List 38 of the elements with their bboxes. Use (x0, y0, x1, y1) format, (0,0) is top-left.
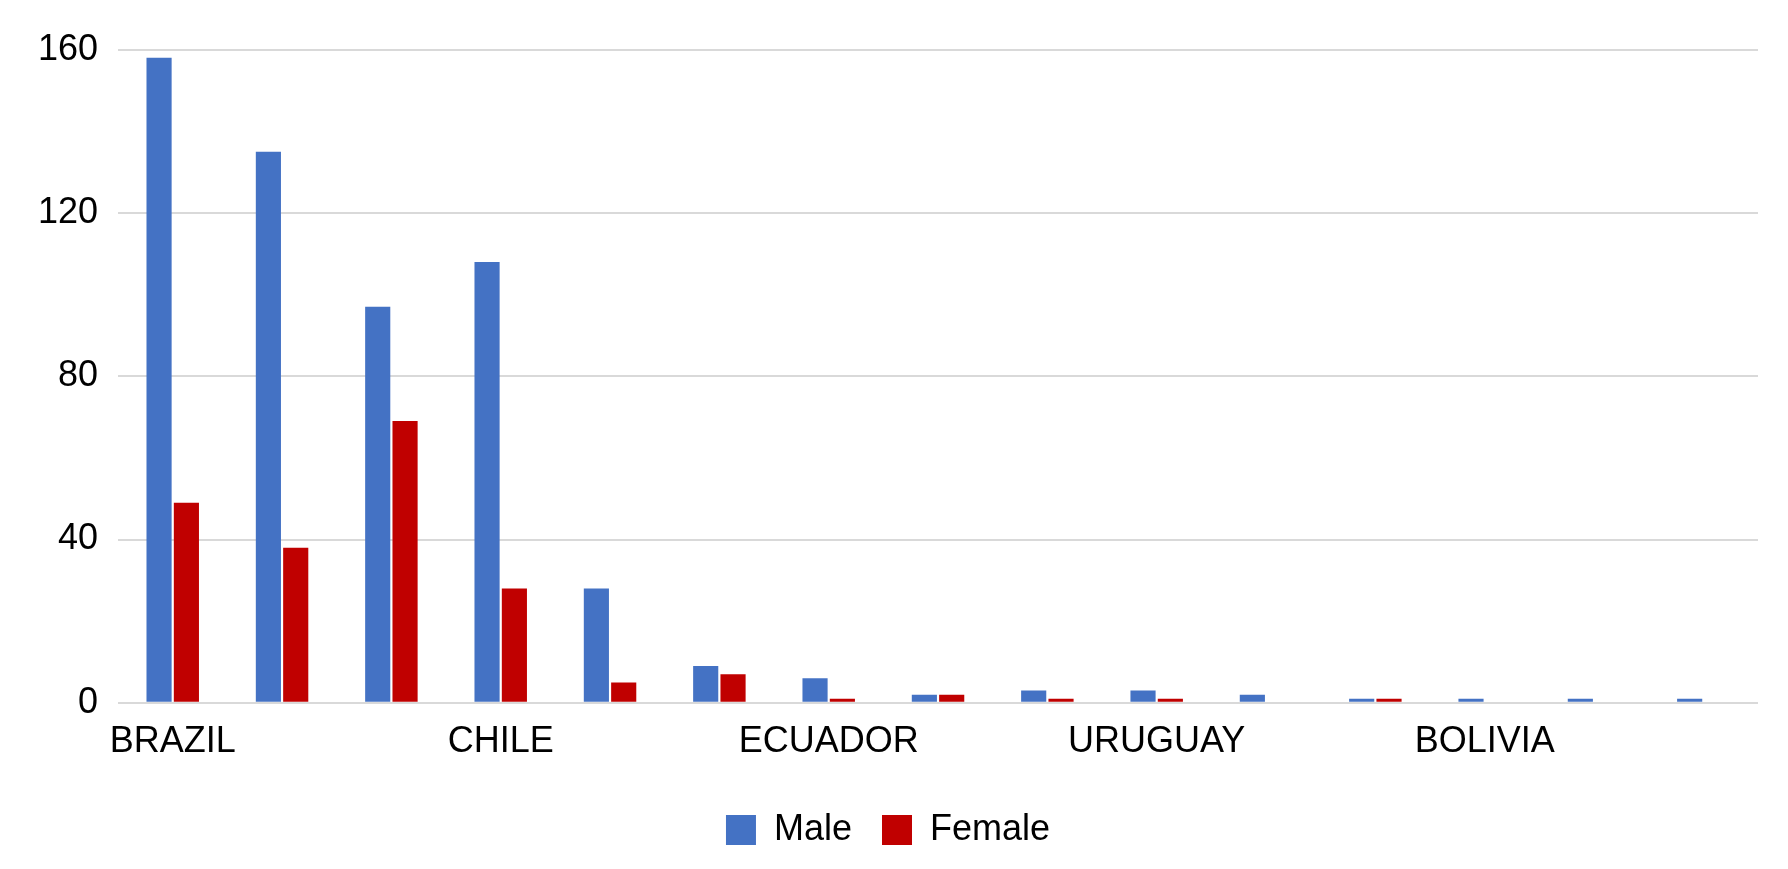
bar (720, 674, 746, 702)
bar (1021, 690, 1047, 702)
bar (693, 666, 719, 702)
bar (1677, 698, 1703, 702)
y-tick-label: 40 (58, 516, 99, 558)
bar (365, 306, 391, 702)
x-tick-label: ECUADOR (738, 719, 919, 761)
bar (474, 261, 500, 702)
bar (1458, 698, 1484, 702)
y-tick-label: 160 (37, 26, 99, 68)
bar (255, 151, 281, 702)
bar (1239, 694, 1265, 702)
bar (146, 57, 172, 702)
bar (1130, 690, 1156, 702)
bar (802, 678, 828, 702)
legend-label: Male (773, 806, 852, 848)
bar (911, 694, 937, 702)
x-tick-label: CHILE (447, 719, 554, 761)
y-tick-label: 80 (58, 353, 99, 395)
bar (829, 698, 855, 702)
bar (1567, 698, 1593, 702)
bar (1376, 698, 1402, 702)
bar (283, 547, 309, 702)
y-tick-label: 0 (78, 679, 99, 721)
bar (939, 694, 965, 702)
legend-label: Female (929, 806, 1051, 848)
bar (583, 588, 609, 702)
bar (1157, 698, 1183, 702)
x-tick-label: BRAZIL (109, 719, 236, 761)
bar (611, 682, 637, 702)
bar (501, 588, 527, 702)
x-tick-label: BOLIVIA (1414, 719, 1555, 761)
bar (1349, 698, 1375, 702)
bar (392, 421, 418, 702)
x-tick-label: URUGUAY (1068, 719, 1246, 761)
y-tick-label: 120 (37, 189, 99, 231)
bar (1048, 698, 1074, 702)
bar (173, 502, 199, 702)
